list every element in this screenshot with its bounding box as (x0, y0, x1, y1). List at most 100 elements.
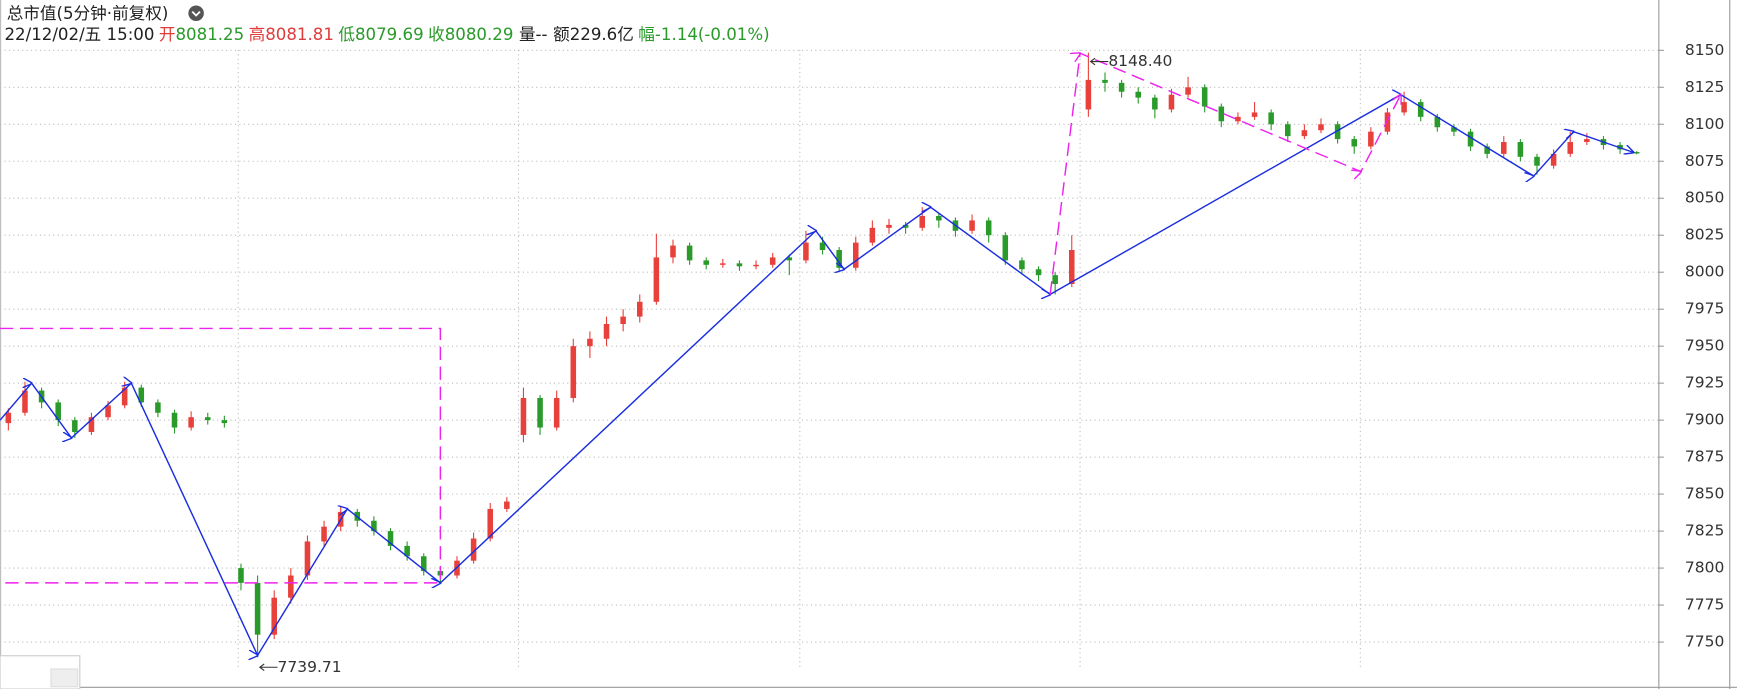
candle-body (1268, 112, 1274, 125)
candle-body (504, 501, 510, 509)
candle-body (1052, 275, 1058, 285)
candle-body (703, 260, 709, 265)
candle-body (1517, 142, 1524, 157)
dropdown-chevron (191, 11, 201, 17)
y-tick-label: 7850 (1685, 485, 1724, 503)
y-tick-label: 7825 (1685, 522, 1724, 540)
candle-body (1185, 87, 1191, 95)
candle-body (553, 397, 560, 428)
y-tick-label: 7800 (1685, 559, 1724, 577)
candle-body (1417, 102, 1424, 117)
candle-body (736, 263, 743, 267)
y-tick-label: 7975 (1685, 300, 1724, 318)
candle-body (1534, 156, 1540, 166)
candle-body (221, 420, 228, 424)
candle-body (1285, 124, 1291, 137)
y-tick-label: 7875 (1685, 448, 1724, 466)
y-tick-label: 8150 (1685, 41, 1724, 59)
candle-body (238, 568, 244, 583)
candle-body (204, 417, 211, 421)
y-tick-label: 7775 (1685, 596, 1724, 614)
candle-body (1002, 235, 1009, 261)
candle-body (969, 220, 975, 231)
info-item: 量-- (519, 25, 548, 44)
candle-body (1235, 116, 1241, 122)
candle-body (852, 242, 859, 268)
candle-body (254, 582, 261, 635)
info-item: 8080.29 (445, 25, 514, 44)
candle-body (1019, 260, 1025, 270)
candle-body (869, 227, 876, 243)
y-tick-label: 7950 (1685, 337, 1724, 355)
y-tick-label: 8050 (1685, 189, 1724, 207)
candle-body (1401, 102, 1407, 113)
candle-body (188, 417, 194, 428)
candle-body (1351, 139, 1358, 147)
y-tick-label: 8000 (1685, 263, 1724, 281)
candle-body (803, 242, 809, 261)
chart-title: 总市值(5分钟·前复权) (7, 4, 169, 23)
candle-body (587, 338, 593, 347)
info-item: 收 (428, 25, 445, 44)
candle-body (1152, 97, 1158, 110)
y-tick-label: 8100 (1685, 115, 1724, 133)
candle-body (653, 257, 660, 302)
dropdown-icon[interactable] (188, 5, 204, 22)
candle-body (155, 402, 161, 413)
annotation-label: 7739.71 (278, 658, 342, 676)
y-tick-label: 8025 (1685, 226, 1724, 244)
y-tick-label: 7750 (1685, 633, 1724, 651)
info-item: 高 (249, 25, 266, 44)
candle-body (1251, 112, 1258, 117)
zigzag-line (0, 95, 1633, 656)
candle-body (1501, 142, 1507, 154)
candle-body (620, 316, 626, 324)
candle-body (5, 412, 12, 424)
candle-body (171, 412, 178, 428)
y-tick-label: 8125 (1685, 78, 1724, 96)
candle-body (288, 575, 294, 598)
info-item: 8081.25 (175, 25, 244, 44)
candle-body (1567, 142, 1574, 154)
candle-body (936, 215, 942, 221)
candle-body (321, 526, 327, 542)
candle-body (886, 224, 892, 228)
candle-body (1584, 139, 1590, 143)
candle-body (636, 301, 643, 317)
candle-body (753, 264, 759, 267)
info-item: -1.14(-0.01%) (655, 25, 770, 44)
candle-body (1368, 131, 1374, 147)
y-tick-label: 7925 (1685, 374, 1724, 392)
y-tick-label: 7900 (1685, 411, 1724, 429)
candle-body (670, 245, 676, 258)
candle-body (1035, 269, 1042, 276)
candle-body (1085, 79, 1092, 110)
candle-body (570, 346, 577, 398)
annotation-label: 8148.40 (1108, 52, 1172, 70)
annotation-arrow (258, 663, 278, 672)
y-tick-label: 8075 (1685, 152, 1724, 170)
candle-body (1633, 152, 1640, 154)
candle-body (985, 220, 992, 236)
candle-body (1301, 130, 1308, 137)
candle-body (537, 397, 543, 428)
corner-button[interactable] (50, 668, 79, 688)
dashed-line (1049, 53, 1401, 295)
annotation-arrow (1089, 57, 1109, 66)
info-item: 8079.69 (355, 25, 424, 44)
plot: 7750 7775 7800 7825 7850 7875 7900 7925 7950 7975… (0, 41, 1724, 676)
info-item: 低 (338, 25, 355, 44)
candle-body (1135, 91, 1141, 98)
candle-body (720, 263, 726, 265)
dashed-line (0, 327, 442, 584)
candle-body (1118, 82, 1125, 92)
header: 总市值(5分钟·前复权) 22/12/02/五 15:00 开8081.25 高80… (4, 4, 769, 44)
candle-body (1318, 124, 1324, 131)
candle-body (686, 245, 693, 261)
candle-body (819, 242, 826, 251)
candle-body (1218, 106, 1225, 122)
candle-body (1201, 87, 1208, 107)
